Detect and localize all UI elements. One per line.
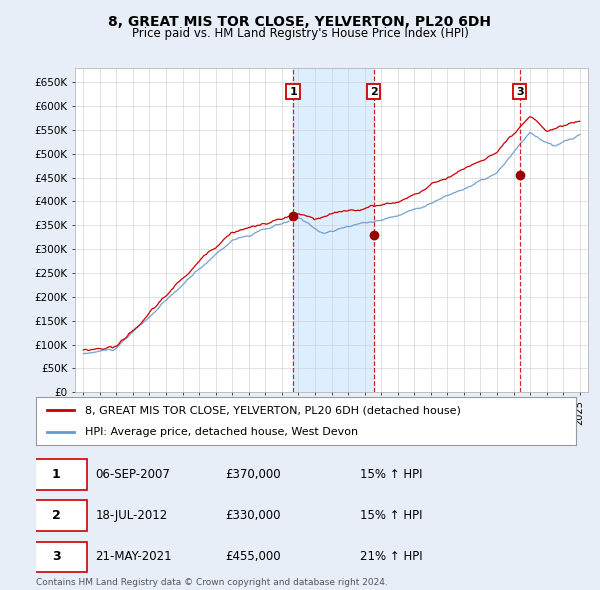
Text: 06-SEP-2007: 06-SEP-2007 xyxy=(95,468,170,481)
Text: 2: 2 xyxy=(370,87,377,97)
Text: 18-JUL-2012: 18-JUL-2012 xyxy=(95,509,167,522)
Text: 3: 3 xyxy=(516,87,524,97)
FancyBboxPatch shape xyxy=(25,500,88,531)
Bar xyxy=(293,68,374,392)
Text: 21-MAY-2021: 21-MAY-2021 xyxy=(95,550,172,563)
Text: £330,000: £330,000 xyxy=(225,509,281,522)
Text: 8, GREAT MIS TOR CLOSE, YELVERTON, PL20 6DH (detached house): 8, GREAT MIS TOR CLOSE, YELVERTON, PL20 … xyxy=(85,405,460,415)
Text: 15% ↑ HPI: 15% ↑ HPI xyxy=(360,509,422,522)
Text: HPI: Average price, detached house, West Devon: HPI: Average price, detached house, West… xyxy=(85,427,358,437)
FancyBboxPatch shape xyxy=(25,542,88,572)
Text: £455,000: £455,000 xyxy=(225,550,281,563)
Text: £370,000: £370,000 xyxy=(225,468,281,481)
Text: 15% ↑ HPI: 15% ↑ HPI xyxy=(360,468,422,481)
Text: Price paid vs. HM Land Registry's House Price Index (HPI): Price paid vs. HM Land Registry's House … xyxy=(131,27,469,40)
Text: 1: 1 xyxy=(289,87,297,97)
Text: 21% ↑ HPI: 21% ↑ HPI xyxy=(360,550,422,563)
Text: 1: 1 xyxy=(52,468,61,481)
FancyBboxPatch shape xyxy=(25,459,88,490)
Text: 8, GREAT MIS TOR CLOSE, YELVERTON, PL20 6DH: 8, GREAT MIS TOR CLOSE, YELVERTON, PL20 … xyxy=(109,15,491,29)
Text: Contains HM Land Registry data © Crown copyright and database right 2024.: Contains HM Land Registry data © Crown c… xyxy=(36,578,388,587)
Text: 3: 3 xyxy=(52,550,61,563)
Text: 2: 2 xyxy=(52,509,61,522)
